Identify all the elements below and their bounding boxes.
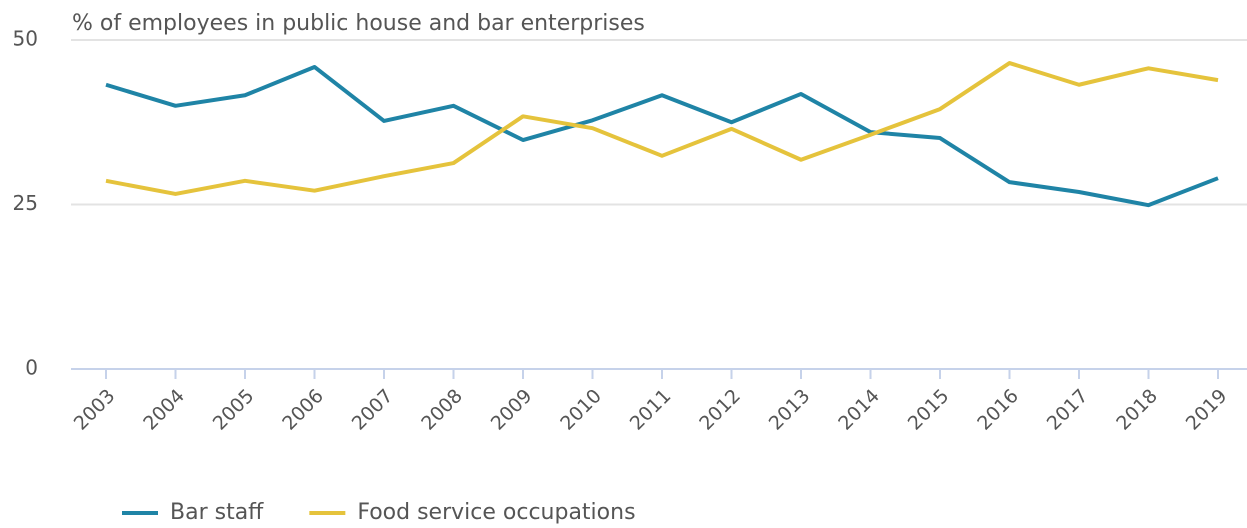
line-series bbox=[105, 64, 1219, 208]
x-tick-label: 2010 bbox=[556, 385, 606, 435]
x-tick-label: 2019 bbox=[1182, 385, 1232, 435]
axis-title: % of employees in public house and bar e… bbox=[72, 11, 645, 36]
x-tick-label: 2011 bbox=[626, 385, 676, 435]
line-series bbox=[105, 61, 1219, 196]
x-tick-label: 2018 bbox=[1112, 385, 1162, 435]
x-tick-label: 2014 bbox=[834, 385, 884, 435]
x-tick-label: 2016 bbox=[973, 385, 1023, 435]
x-tick-label: 2003 bbox=[70, 385, 120, 435]
y-tick-label: 50 bbox=[13, 27, 38, 51]
x-tick-label: 2007 bbox=[348, 385, 398, 435]
x-tick-label: 2015 bbox=[904, 385, 954, 435]
x-tick-label: 2012 bbox=[695, 385, 745, 435]
x-tick-label: 2004 bbox=[139, 385, 189, 435]
legend-label: Food service occupations bbox=[357, 500, 635, 525]
x-tick-label: 2017 bbox=[1043, 385, 1093, 435]
y-tick-label: 25 bbox=[13, 191, 38, 215]
x-tick-label: 2008 bbox=[417, 385, 467, 435]
legend-label: Bar staff bbox=[170, 500, 264, 525]
x-tick-label: 2013 bbox=[765, 385, 815, 435]
y-tick-label: 0 bbox=[25, 356, 38, 380]
x-tick-label: 2005 bbox=[209, 385, 259, 435]
x-tick-label: 2009 bbox=[487, 385, 537, 435]
x-tick-label: 2006 bbox=[278, 385, 328, 435]
